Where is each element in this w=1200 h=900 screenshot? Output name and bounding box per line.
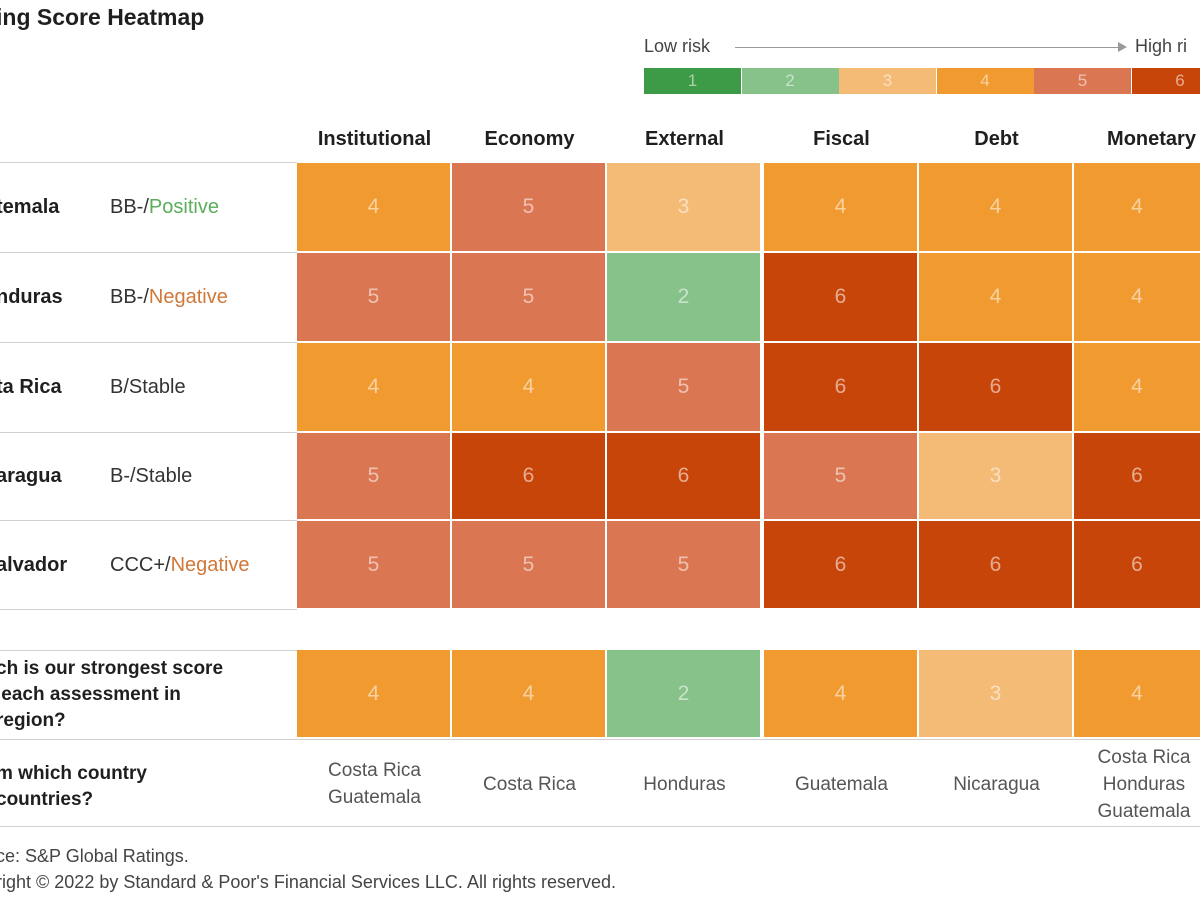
heatmap-cell: 5 bbox=[764, 433, 919, 521]
row-divider bbox=[0, 432, 297, 433]
heatmap-cell: 4 bbox=[919, 253, 1074, 343]
heatmap-cell: 5 bbox=[452, 253, 607, 343]
row-divider bbox=[0, 609, 297, 610]
rating-outlook: Negative bbox=[148, 286, 228, 308]
strongest-score-cell: 3 bbox=[919, 650, 1074, 739]
legend-box-3: 3 bbox=[839, 68, 936, 94]
legend-box-6: 6 bbox=[1131, 68, 1200, 94]
strongest-score-cell: 4 bbox=[297, 650, 452, 739]
from-country-cell: Costa Rica Honduras Guatemala bbox=[1097, 746, 1191, 822]
heatmap-cell: 5 bbox=[297, 433, 452, 521]
heatmap-cell: 5 bbox=[607, 343, 762, 433]
rating-outlook: Negative bbox=[170, 553, 250, 576]
strongest-score-cell: 4 bbox=[452, 650, 607, 739]
from-country-cell: Costa Rica Guatemala bbox=[328, 760, 421, 808]
source-note: ce: S&P Global Ratings. bbox=[0, 846, 189, 866]
heatmap-cell: 4 bbox=[297, 163, 452, 253]
row-rating: CCC+/Negative bbox=[110, 554, 250, 577]
heatmap-cell: 6 bbox=[607, 433, 762, 521]
from-country-cell: Honduras bbox=[643, 773, 726, 795]
row-rating: B-/Stable bbox=[110, 465, 192, 488]
heatmap-cell: 6 bbox=[764, 343, 919, 433]
from-country-cell: Costa Rica bbox=[483, 773, 576, 795]
strongest-score-cell: 4 bbox=[1074, 650, 1200, 739]
row-country-name: nduras bbox=[0, 286, 63, 308]
legend-low-label: Low risk bbox=[644, 36, 711, 56]
heatmap-cell: 3 bbox=[607, 163, 762, 253]
legend-arrow bbox=[735, 42, 1127, 52]
column-header-institutional: Institutional bbox=[317, 128, 432, 150]
legend-box-1: 1 bbox=[644, 68, 741, 94]
rating-prefix: BB-/ bbox=[110, 286, 149, 308]
heatmap-cell: 6 bbox=[452, 433, 607, 521]
from-country-cell: Nicaragua bbox=[953, 773, 1040, 795]
legend-box-5: 5 bbox=[1034, 68, 1131, 94]
header-divider bbox=[0, 162, 297, 163]
heatmap-cell: 6 bbox=[764, 521, 919, 610]
from-country-cell: Guatemala bbox=[795, 773, 888, 795]
heatmap-cell: 4 bbox=[919, 163, 1074, 253]
strongest-score-question: ch is our strongest score each assessmen… bbox=[0, 658, 224, 731]
from-country-question: m which country countries? bbox=[0, 763, 147, 810]
heatmap-cell: 5 bbox=[297, 521, 452, 610]
heatmap-cell: 6 bbox=[919, 343, 1074, 433]
chart-title: ing Score Heatmap bbox=[0, 4, 205, 30]
heatmap-cell: 6 bbox=[1074, 521, 1200, 610]
footer-divider bbox=[0, 826, 1200, 827]
row-rating: BB-/Negative bbox=[110, 286, 228, 309]
row-divider bbox=[0, 342, 297, 343]
legend-box-2: 2 bbox=[741, 68, 839, 94]
row-rating: B/Stable bbox=[110, 376, 186, 399]
row-divider bbox=[0, 252, 297, 253]
row-divider bbox=[0, 520, 297, 521]
heatmap-cell: 5 bbox=[607, 521, 762, 610]
heatmap-cell: 6 bbox=[919, 521, 1074, 610]
row-country-name: aragua bbox=[0, 465, 62, 487]
row-country-name: temala bbox=[0, 196, 60, 218]
legend-high-label: High ri bbox=[1135, 36, 1188, 56]
heatmap-cell: 6 bbox=[764, 253, 919, 343]
legend-box-4: 4 bbox=[936, 68, 1034, 94]
heatmap-cell: 4 bbox=[1074, 163, 1200, 253]
heatmap-cell: 3 bbox=[919, 433, 1074, 521]
row-country-name: alvador bbox=[0, 553, 68, 576]
strongest-score-cell: 2 bbox=[607, 650, 762, 739]
column-header-fiscal: Fiscal bbox=[813, 128, 870, 150]
heatmap-cell: 4 bbox=[1074, 253, 1200, 343]
heatmap-cell: 4 bbox=[297, 343, 452, 433]
column-header-debt: Debt bbox=[974, 128, 1019, 150]
rating-prefix: CCC+/ bbox=[110, 553, 171, 576]
column-header-economy: Economy bbox=[484, 128, 575, 150]
heatmap-cell: 4 bbox=[764, 163, 919, 253]
row-rating: BB-/Positive bbox=[110, 196, 219, 219]
heatmap-cell: 5 bbox=[297, 253, 452, 343]
heatmap-cell: 4 bbox=[1074, 343, 1200, 433]
heatmap-cell: 5 bbox=[452, 521, 607, 610]
heatmap-cell: 2 bbox=[607, 253, 762, 343]
heatmap-cell: 4 bbox=[452, 343, 607, 433]
heatmap-cell: 6 bbox=[1074, 433, 1200, 521]
copyright-note: right © 2022 by Standard & Poor's Financ… bbox=[0, 872, 616, 892]
rating-outlook: Positive bbox=[148, 196, 219, 218]
rating-prefix: B-/Stable bbox=[110, 465, 193, 487]
row-country-name: ta Rica bbox=[0, 376, 62, 398]
column-header-monetary: Monetary bbox=[1107, 128, 1196, 150]
rating-prefix: BB-/ bbox=[110, 196, 149, 218]
strongest-score-cell: 4 bbox=[764, 650, 919, 739]
strongest-top-divider bbox=[0, 650, 297, 651]
column-header-external: External bbox=[645, 128, 724, 150]
strongest-bottom-divider bbox=[0, 739, 1200, 740]
heatmap-cell: 5 bbox=[452, 163, 607, 253]
rating-prefix: B/Stable bbox=[110, 376, 186, 398]
